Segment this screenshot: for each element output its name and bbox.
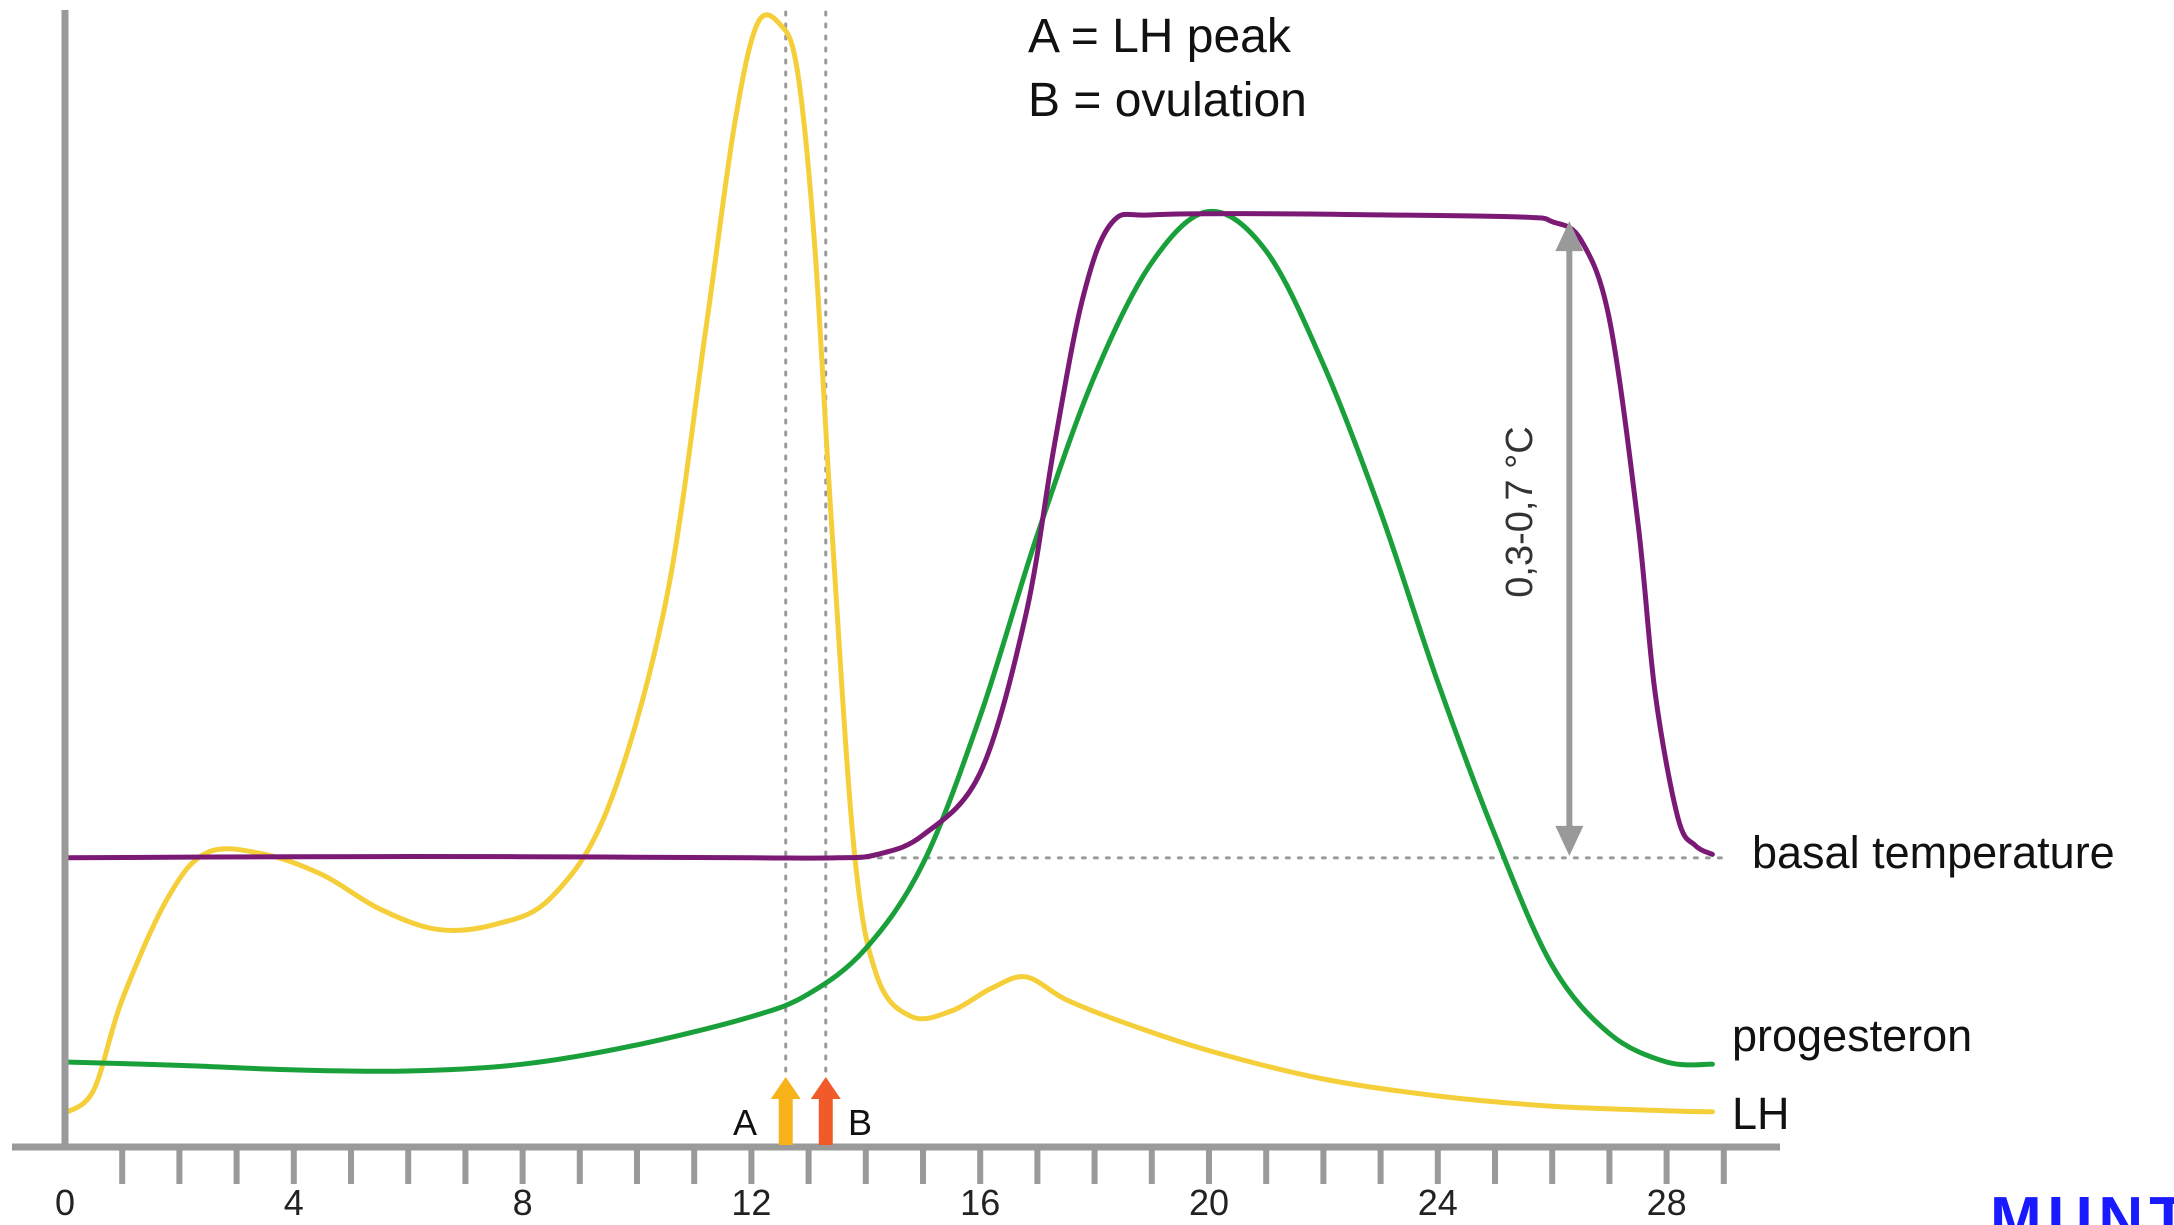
marker-label-a: A — [733, 1102, 757, 1143]
x-tick-label: 20 — [1189, 1182, 1229, 1223]
range-arrow-head-bottom — [1555, 825, 1584, 856]
series-lines — [62, 12, 1715, 1116]
range-arrow-head-top — [1555, 221, 1584, 252]
marker-arrow-head-a — [770, 1077, 801, 1099]
series-label-basal-temperature: basal temperature — [1752, 827, 2115, 878]
series-line-lh — [62, 12, 1715, 1116]
x-tick-label: 4 — [284, 1182, 304, 1223]
marker-arrow-shaft-b — [818, 1097, 833, 1145]
x-tick-label: 0 — [55, 1182, 75, 1223]
x-axis-ticks — [119, 1147, 1727, 1184]
x-axis-tick-labels: 0 4 8 12 16 20 24 28 — [55, 1182, 1687, 1223]
marker-label-b: B — [848, 1102, 872, 1143]
x-tick-label: 16 — [960, 1182, 1000, 1223]
series-label-lh: LH — [1732, 1088, 1790, 1139]
legend-line-b: B = ovulation — [1028, 74, 1307, 127]
x-tick-label: 12 — [731, 1182, 771, 1223]
x-tick-label: 24 — [1418, 1182, 1458, 1223]
annotations — [770, 221, 1584, 1145]
x-tick-label: 28 — [1647, 1182, 1687, 1223]
marker-arrow-head-b — [810, 1077, 841, 1099]
range-annotation-label: 0,3-0,7 °C — [1499, 426, 1541, 598]
marker-arrow-shaft-a — [778, 1097, 793, 1145]
series-line-progesteron — [62, 208, 1715, 1074]
axes — [12, 10, 1780, 1151]
x-tick-label: 8 — [513, 1182, 533, 1223]
legend-line-a: A = LH peak — [1028, 10, 1292, 63]
series-line-basal-temperature — [62, 211, 1715, 861]
guide-lines — [784, 10, 1726, 1079]
watermark: MUNT — [1990, 1185, 2174, 1225]
series-label-progesteron: progesteron — [1732, 1010, 1972, 1061]
